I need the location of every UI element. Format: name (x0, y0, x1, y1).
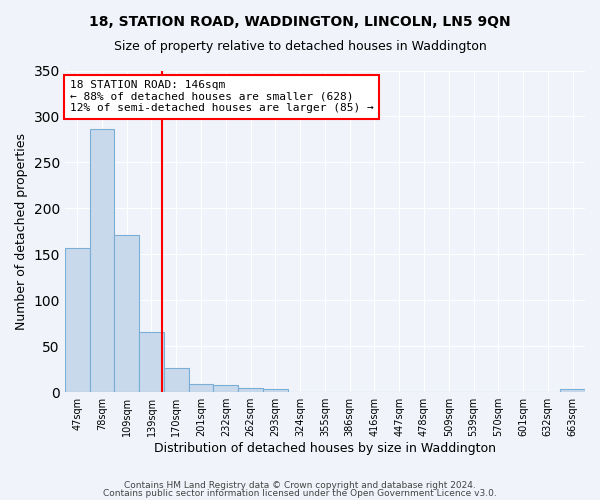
Bar (89, 130, 115, 392)
X-axis label: Distribution of detached houses by size in Waddington: Distribution of detached houses by size … (154, 442, 496, 455)
Bar (65, 248, 89, 392)
Y-axis label: Number of detached properties: Number of detached properties (15, 133, 28, 330)
Text: 18, STATION ROAD, WADDINGTON, LINCOLN, LN5 9QN: 18, STATION ROAD, WADDINGTON, LINCOLN, L… (89, 15, 511, 29)
Bar (560, 390, 585, 392)
Text: Size of property relative to detached houses in Waddington: Size of property relative to detached ho… (113, 40, 487, 53)
Bar (139, 332, 164, 392)
Text: 18 STATION ROAD: 146sqm
← 88% of detached houses are smaller (628)
12% of semi-d: 18 STATION ROAD: 146sqm ← 88% of detache… (70, 80, 374, 114)
Bar (263, 390, 288, 392)
Bar (164, 368, 188, 392)
Bar (188, 384, 214, 392)
Bar (238, 388, 263, 392)
Bar (115, 235, 139, 392)
Text: Contains public sector information licensed under the Open Government Licence v3: Contains public sector information licen… (103, 488, 497, 498)
Text: Contains HM Land Registry data © Crown copyright and database right 2024.: Contains HM Land Registry data © Crown c… (124, 481, 476, 490)
Bar (214, 385, 238, 392)
